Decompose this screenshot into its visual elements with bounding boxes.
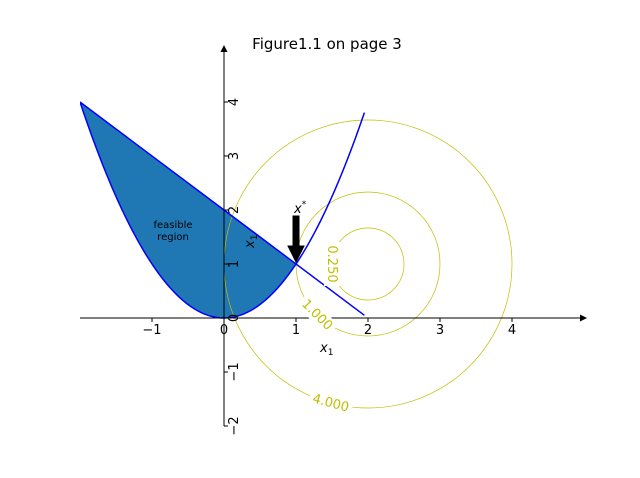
- feasible-region-label-line2: region: [157, 232, 189, 243]
- optimum-arrow: [287, 215, 305, 264]
- feasible-region-label-line1: feasible: [153, 220, 192, 231]
- x-tick-label: 3: [436, 323, 444, 338]
- feasible-region: [80, 102, 296, 318]
- x-tick-label: 2: [364, 323, 372, 338]
- y-tick-label: −2: [227, 416, 242, 435]
- contour-circle: [331, 227, 405, 301]
- y-tick-label: −1: [227, 362, 242, 381]
- x-ticks: −1 0 1 2 3 4: [142, 318, 516, 338]
- contour-label: 1.000: [298, 297, 335, 334]
- constraint-line: [80, 101, 365, 316]
- objective-contours: [223, 119, 513, 409]
- y-tick-label: 2: [227, 206, 242, 214]
- x-tick-label: 0: [220, 323, 228, 338]
- y-tick-label: 0: [227, 314, 242, 322]
- y-tick-label: 3: [227, 152, 242, 160]
- optimum-label: x*: [293, 200, 307, 217]
- y-tick-label: 4: [227, 98, 242, 106]
- x-axis-arrowhead: [580, 314, 587, 322]
- x-tick-label: 4: [508, 323, 516, 338]
- y-tick-label: 1: [227, 260, 242, 268]
- chart-title: Figure1.1 on page 3: [252, 35, 402, 53]
- x-axis-label: x1: [319, 341, 333, 358]
- x-tick-label: −1: [142, 323, 161, 338]
- contour-label: 4.000: [311, 392, 351, 416]
- contour-label: 0.250: [324, 245, 339, 282]
- y-axis-label: x1: [243, 235, 260, 249]
- y-axis-arrowhead: [220, 45, 228, 52]
- x-tick-label: 1: [292, 323, 300, 338]
- y-ticks: −2 −1 0 1 2 3 4: [224, 98, 242, 436]
